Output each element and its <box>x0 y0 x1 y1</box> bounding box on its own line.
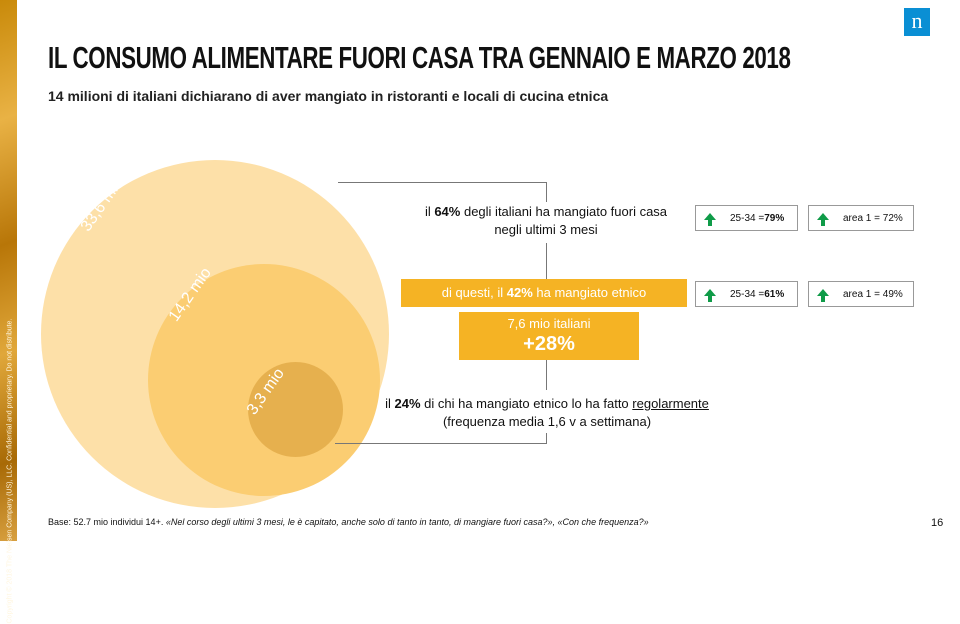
nielsen-logo: n <box>904 8 930 36</box>
up-arrow-icon <box>704 288 716 302</box>
connector-line <box>335 443 547 444</box>
stat-box-age-1: 25-34 = 79% <box>695 205 798 231</box>
connector-line <box>546 433 547 443</box>
statement-fuori-casa: il 64% degli italiani ha mangiato fuori … <box>424 204 668 237</box>
connector-line <box>546 360 547 390</box>
page-title: IL CONSUMO ALIMENTARE FUORI CASA TRA GEN… <box>48 40 791 75</box>
connector-line <box>546 243 547 279</box>
box-line-1: 7,6 mio italiani <box>507 316 591 331</box>
highlight-box: 7,6 mio italiani +28% <box>459 312 639 360</box>
page-number: 16 <box>931 517 944 529</box>
sidebar-strip: Copyright © 2018 The Nielsen Company (US… <box>0 0 17 624</box>
up-arrow-icon <box>704 212 716 226</box>
circle-3-3-mio <box>248 362 343 457</box>
footer-note: Base: 52.7 mio individui 14+. «Nel corso… <box>48 517 649 527</box>
page-subtitle: 14 milioni di italiani dichiarano di ave… <box>48 88 609 104</box>
copyright-text: Copyright © 2018 The Nielsen Company (US… <box>6 318 14 624</box>
box-line-2: +28% <box>523 333 575 355</box>
statement-etnico-band: di questi, il 42% ha mangiato etnico <box>401 279 687 307</box>
up-arrow-icon <box>817 212 829 226</box>
up-arrow-icon <box>817 288 829 302</box>
statement-regolarmente: il 24% di chi ha mangiato etnico lo ha f… <box>385 396 709 429</box>
connector-line <box>338 182 547 183</box>
connector-line <box>546 182 547 202</box>
stat-box-area-1: area 1 = 72% <box>808 205 914 231</box>
stat-box-age-2: 25-34 = 61% <box>695 281 798 307</box>
stat-box-area-2: area 1 = 49% <box>808 281 914 307</box>
